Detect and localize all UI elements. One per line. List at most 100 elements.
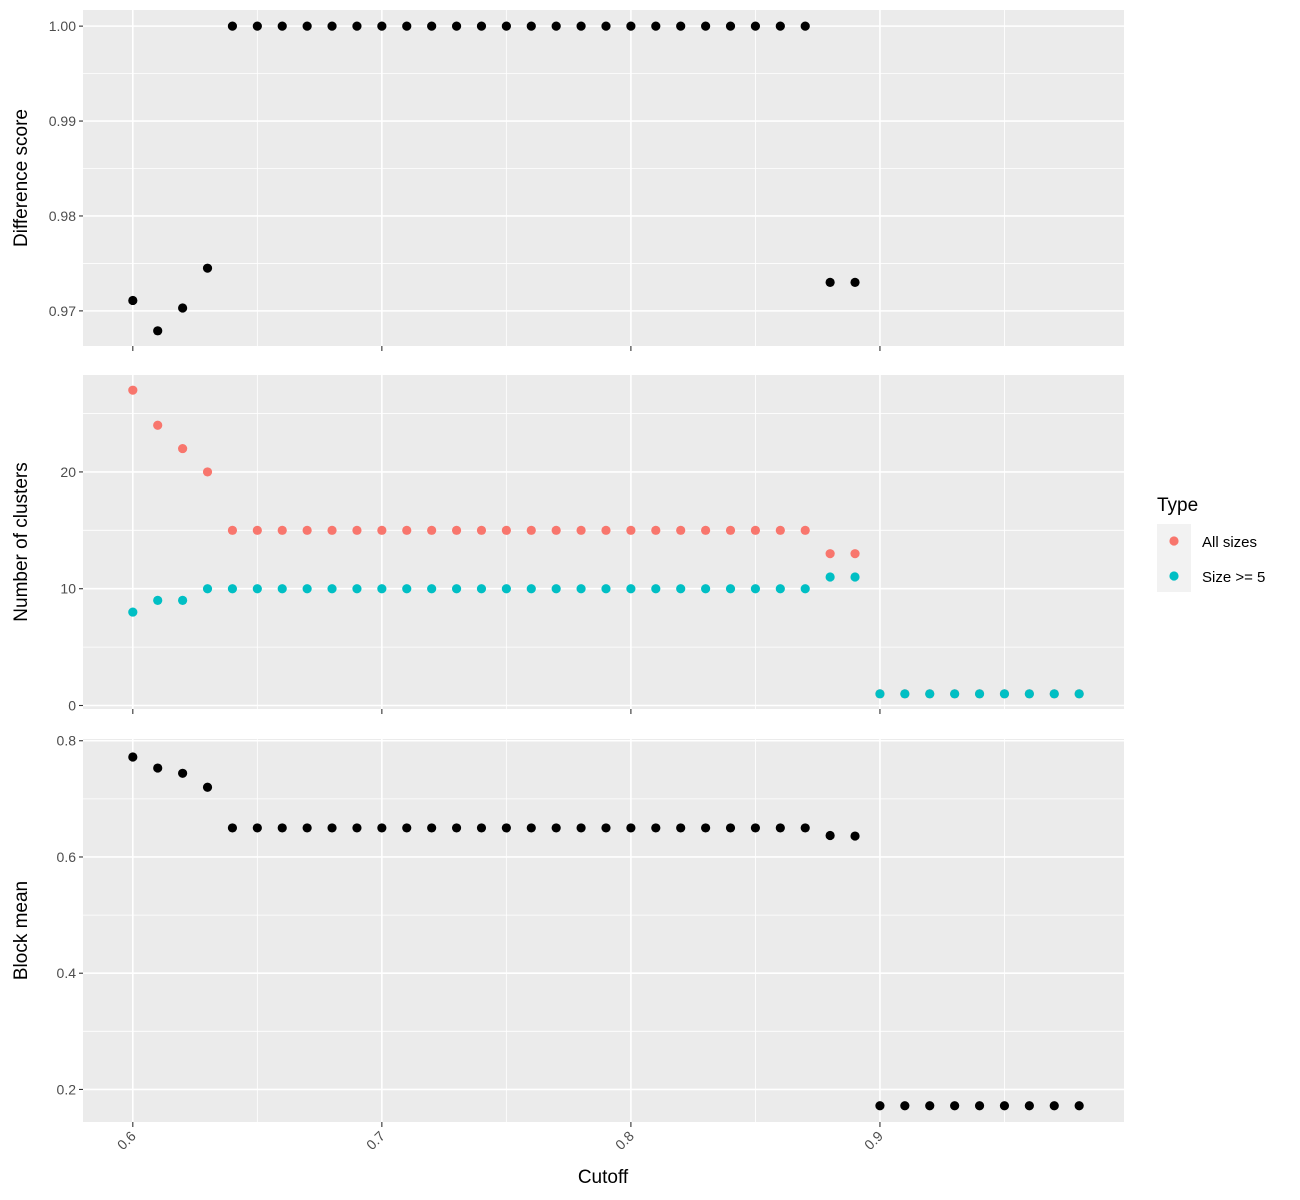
data-point [327, 21, 337, 31]
data-point [701, 21, 711, 31]
data-point [252, 584, 262, 594]
series-difference-0 [128, 21, 860, 336]
data-point [900, 689, 910, 699]
data-point [427, 21, 437, 31]
data-point [302, 525, 312, 535]
data-point [451, 823, 462, 833]
x-axis-title: Cutoff [578, 1167, 629, 1188]
x-tick-label: 0.6 [114, 1128, 139, 1153]
data-point [775, 584, 785, 594]
legend-dot-all-sizes [1169, 536, 1179, 546]
data-point [227, 584, 238, 594]
data-point [128, 607, 138, 617]
data-point [601, 525, 611, 535]
data-point [153, 420, 163, 430]
panel-difference: 0.97 0.98 0.99 1.00 Difference score [11, 10, 1124, 351]
data-point [402, 525, 412, 535]
data-point [825, 572, 835, 582]
data-point [501, 823, 511, 833]
x-tick-label: 0.8 [612, 1128, 637, 1153]
legend-dot-size-ge-5 [1169, 571, 1179, 581]
data-point [476, 21, 487, 31]
data-point [377, 823, 387, 833]
data-point [128, 752, 138, 762]
data-point [277, 525, 287, 535]
data-point [800, 525, 810, 535]
data-point [501, 584, 511, 594]
data-point [1074, 689, 1084, 699]
data-point [775, 525, 785, 535]
data-point [526, 584, 536, 594]
data-point [974, 689, 985, 699]
data-point [825, 830, 835, 841]
data-point [875, 1101, 885, 1111]
data-point [227, 823, 238, 833]
data-point [178, 303, 188, 313]
x-tick-label: 0.9 [861, 1128, 886, 1153]
data-point [451, 525, 462, 535]
y-tick-label: 0.4 [57, 965, 77, 981]
data-point [551, 21, 561, 31]
data-point [725, 823, 736, 833]
y-tick-label: 0.97 [49, 303, 76, 319]
data-point [925, 689, 935, 699]
data-point [626, 525, 636, 535]
data-point [900, 1101, 910, 1111]
data-point [202, 782, 213, 792]
y-axis-title-blockmean: Block mean [11, 881, 32, 980]
data-point [252, 823, 262, 833]
y-tick-label: 0.8 [57, 733, 77, 749]
panel-blockmean: 0.2 0.4 0.6 0.8 Block mean [11, 733, 1124, 1127]
data-point [950, 1101, 960, 1111]
panel-background [83, 375, 1124, 709]
data-point [576, 584, 586, 594]
data-point [302, 21, 312, 31]
data-point [352, 21, 362, 31]
y-tick-label: 0.6 [57, 849, 77, 865]
data-point [252, 525, 262, 535]
y-tick-label: 0.2 [57, 1081, 77, 1097]
panel-background [83, 739, 1124, 1122]
data-point [999, 1101, 1010, 1111]
data-point [501, 21, 511, 31]
y-axis-title-clusters: Number of clusters [11, 462, 32, 621]
data-point [651, 21, 661, 31]
legend: Type All sizes Size >= 5 [1157, 495, 1265, 592]
data-point [676, 584, 686, 594]
data-point [626, 21, 636, 31]
data-point [576, 525, 586, 535]
data-point [1024, 689, 1034, 699]
data-point [476, 584, 487, 594]
data-point [651, 525, 661, 535]
data-point [451, 584, 462, 594]
data-point [526, 21, 536, 31]
y-tick-label: 10 [60, 581, 76, 597]
data-point [377, 525, 387, 535]
data-point [451, 21, 462, 31]
data-point [850, 549, 860, 559]
data-point [402, 21, 412, 31]
data-point [651, 584, 661, 594]
data-point [128, 295, 138, 306]
data-point [153, 595, 163, 605]
data-point [153, 326, 163, 336]
data-point [352, 584, 362, 594]
y-tick-label: 0.98 [49, 208, 76, 224]
data-point [850, 277, 860, 288]
panels-layer: 0.97 0.98 0.99 1.00 Difference score 0 10 20 Num… [11, 10, 1124, 1153]
data-point [725, 525, 736, 535]
data-point [302, 823, 312, 833]
data-point [701, 525, 711, 535]
data-point [601, 21, 611, 31]
data-point [202, 467, 213, 477]
data-point [227, 525, 238, 535]
data-point [800, 584, 810, 594]
data-point [974, 1101, 985, 1111]
data-point [1074, 1101, 1084, 1111]
data-point [178, 595, 188, 605]
data-point [1049, 689, 1059, 699]
data-point [750, 823, 761, 833]
data-point [676, 823, 686, 833]
panel-background [83, 10, 1124, 346]
data-point [153, 763, 163, 773]
